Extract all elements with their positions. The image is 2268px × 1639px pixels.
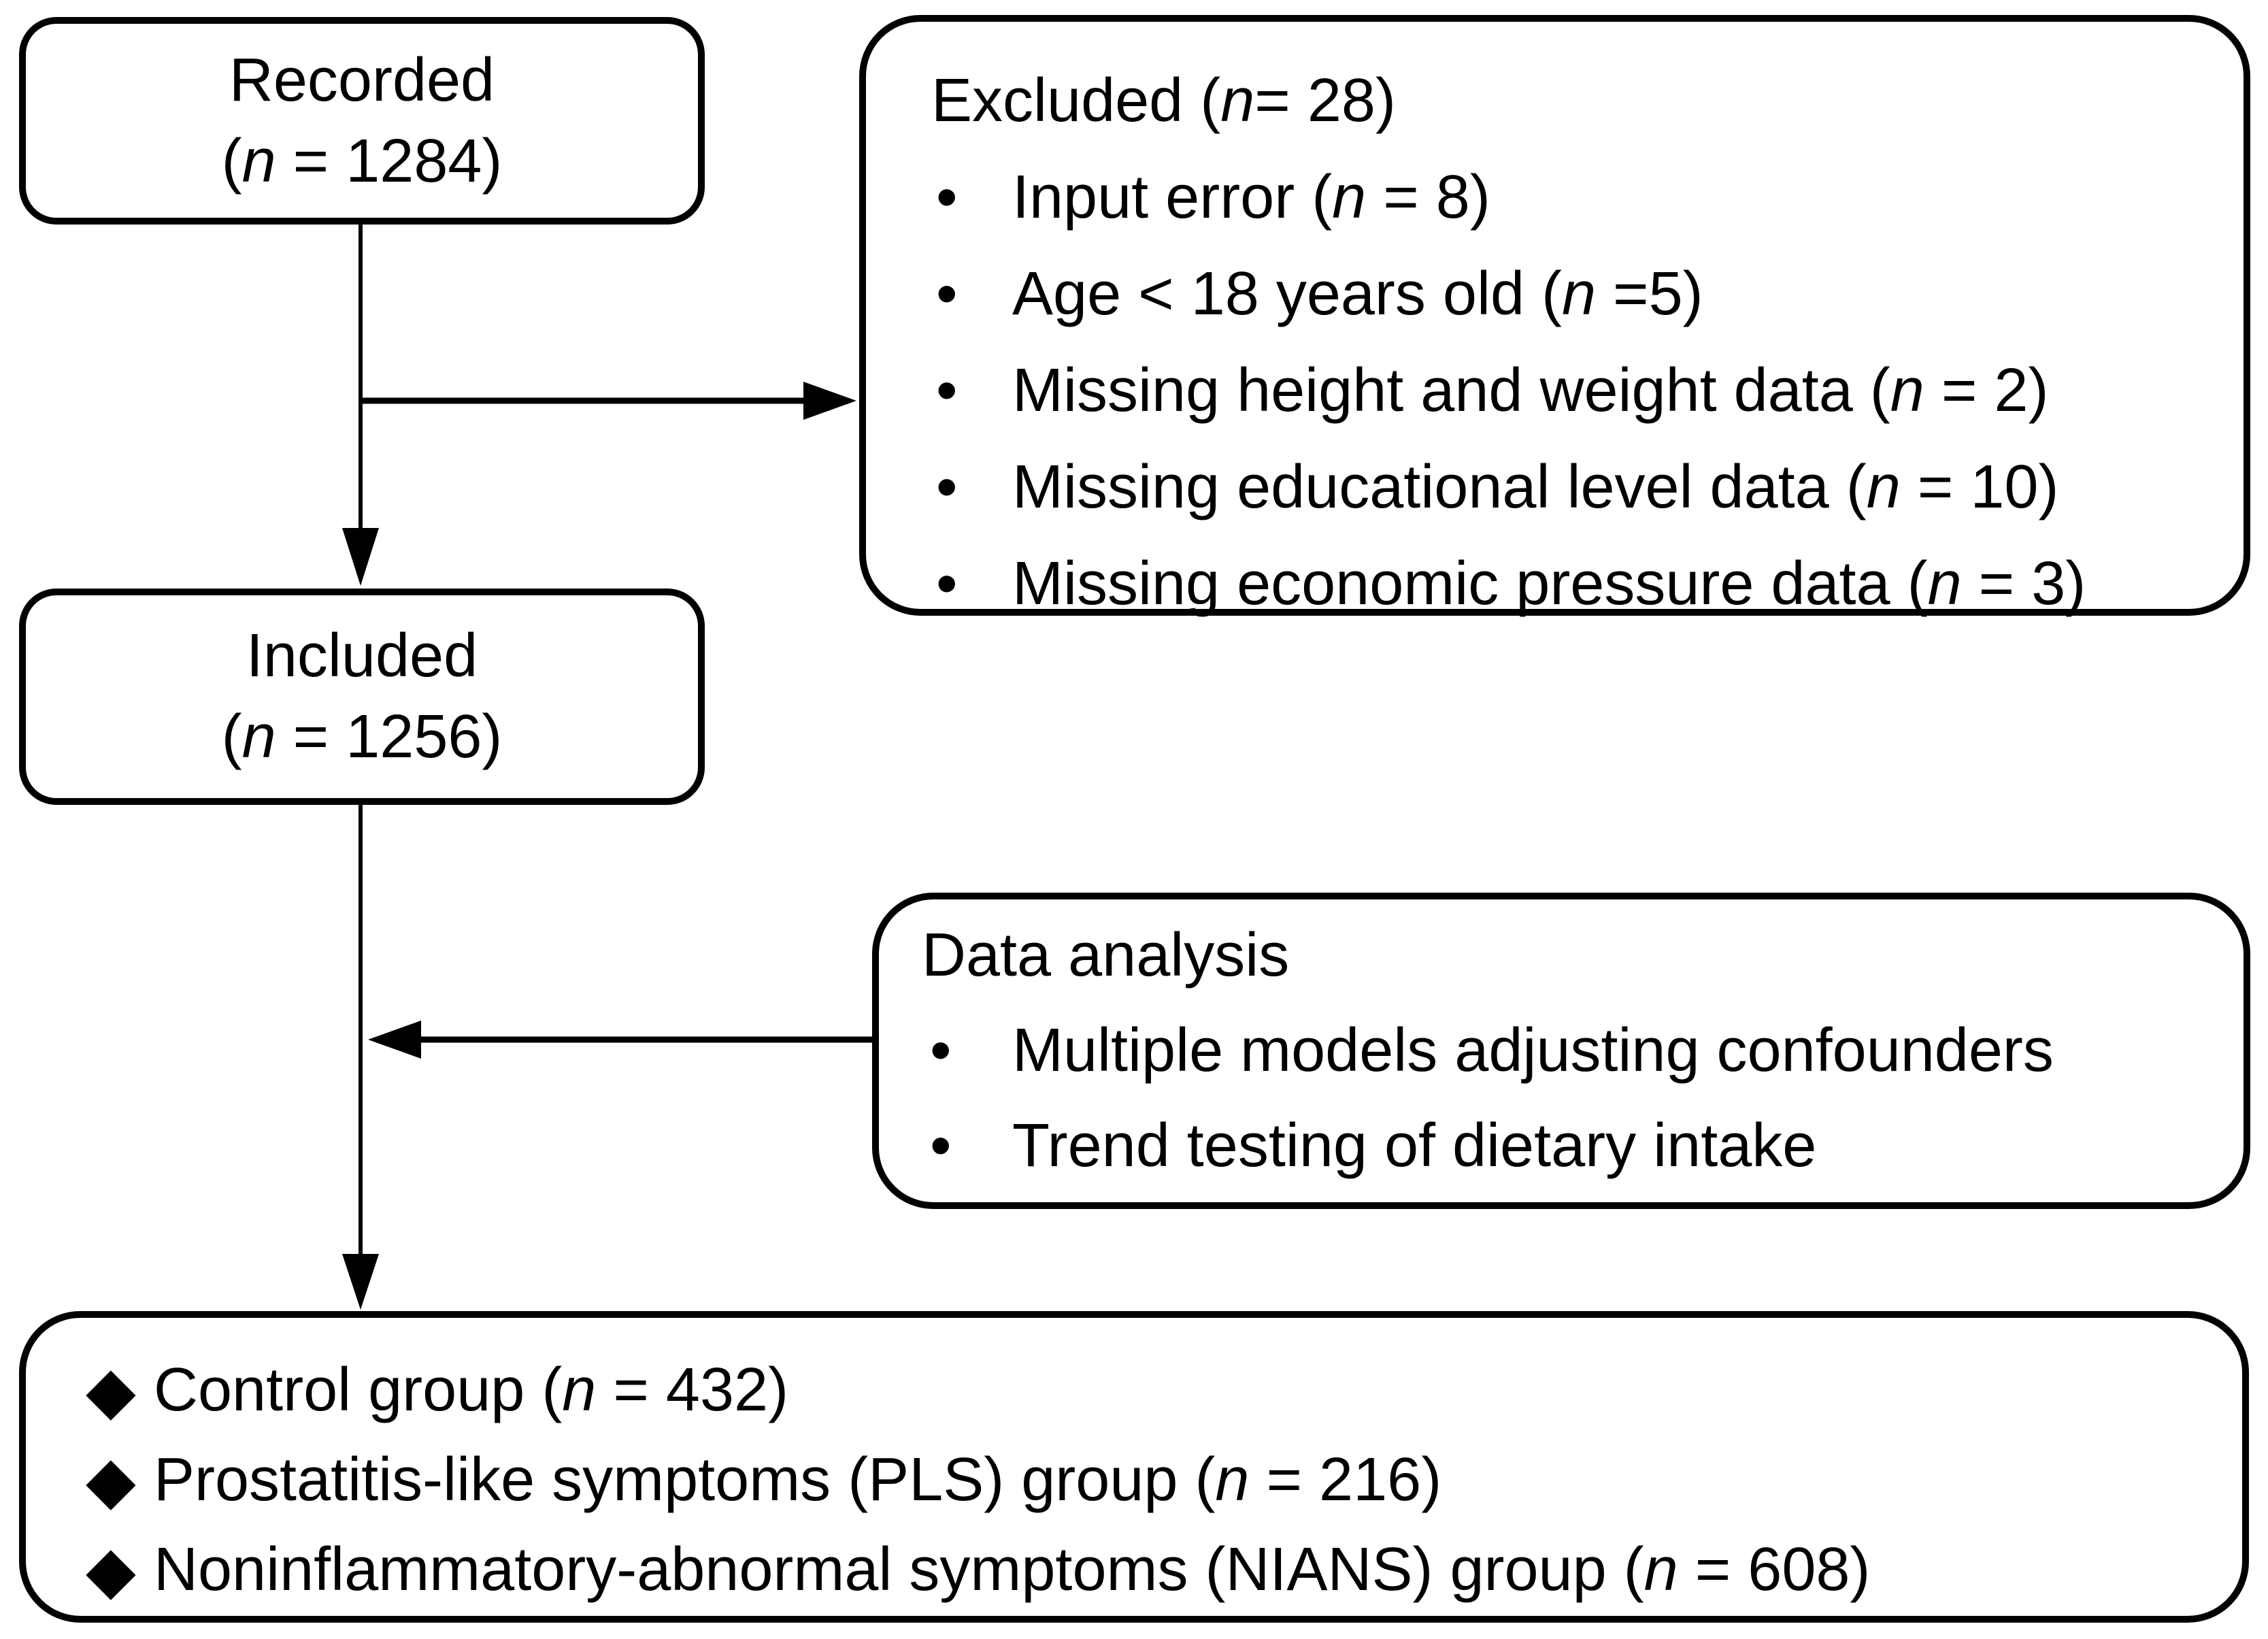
arrowhead-down-included-icon [342, 528, 379, 586]
item-pre: Missing economic pressure data ( [1012, 549, 1928, 618]
results-item-pls: ◆ Prostatitis-like symptoms (PLS) group … [26, 1435, 2242, 1525]
analysis-item-models: • Multiple models adjusting confounders [879, 1003, 2244, 1098]
results-item-label: Control group (n = 432) [154, 1355, 788, 1425]
item-post: = 608) [1678, 1535, 1871, 1604]
bullet-dot-icon: • [936, 259, 958, 328]
item-n-symbol: n [1644, 1535, 1678, 1604]
results-box: ◆ Control group (n = 432) ◆ Prostatitis-… [19, 1311, 2249, 1623]
excluded-item-educational: • Missing educational level data (n = 10… [866, 439, 2244, 535]
arrowhead-left-analysis-icon [368, 1021, 421, 1059]
bullet-dot-icon: • [936, 163, 958, 231]
bullet-dot-icon: • [936, 452, 958, 521]
diamond-bullet-icon: ◆ [86, 1534, 136, 1606]
included-title: Included [246, 622, 478, 691]
count-post: = 1284) [276, 127, 503, 195]
results-item-label: Noninflammatory-abnormal symptoms (NIANS… [154, 1535, 1870, 1605]
data-analysis-box: Data analysis • Multiple models adjustin… [872, 893, 2250, 1209]
count-post: = 1256) [276, 703, 503, 771]
included-count: (n = 1256) [222, 697, 503, 778]
item-pre: Prostatitis-like symptoms (PLS) group ( [154, 1445, 1216, 1514]
item-pre: Noninflammatory-abnormal symptoms (NIANS… [154, 1535, 1644, 1604]
item-n-symbol: n [1866, 452, 1901, 521]
item-post: =5) [1596, 259, 1703, 328]
count-pre: ( [221, 703, 242, 771]
excluded-item-economic: • Missing economic pressure data (n = 3) [866, 535, 2244, 632]
excluded-item-label: Missing educational level data (n = 10) [1012, 452, 2058, 523]
recorded-count: (n = 1284) [222, 121, 503, 202]
item-pre: Missing height and weight data ( [1012, 356, 1890, 425]
count-pre: ( [221, 127, 242, 195]
item-pre: Age < 18 years old ( [1012, 259, 1562, 328]
arrowhead-right-excluded-icon [803, 382, 856, 420]
item-n-symbol: n [1890, 356, 1924, 425]
bullet-dot-icon: • [936, 549, 958, 618]
item-pre: Missing educational level data ( [1012, 452, 1867, 521]
item-n-symbol: n [1927, 549, 1962, 618]
item-n-symbol: n [1215, 1445, 1250, 1514]
excluded-item-height-weight: • Missing height and weight data (n = 2) [866, 342, 2244, 439]
results-item-label: Prostatitis-like symptoms (PLS) group (n… [154, 1445, 1441, 1515]
excluded-item-label: Age < 18 years old (n =5) [1012, 259, 1703, 329]
count-n-symbol: n [241, 127, 276, 195]
results-item-nians: ◆ Noninflammatory-abnormal symptoms (NIA… [26, 1525, 2242, 1615]
excluded-item-age: • Age < 18 years old (n =5) [866, 246, 2244, 342]
analysis-item-trend: • Trend testing of dietary intake [879, 1098, 2244, 1193]
item-post: = 216) [1249, 1445, 1442, 1514]
excluded-item-label: Missing economic pressure data (n = 3) [1012, 549, 2086, 619]
excluded-box: Excluded (n = 28) • Input error (n = 8) … [859, 15, 2250, 618]
bullet-dot-icon: • [936, 356, 958, 425]
results-item-control: ◆ Control group (n = 432) [26, 1345, 2242, 1435]
heading-post: = 28) [1254, 66, 1396, 135]
excluded-item-label: Input error (n = 8) [1012, 163, 1490, 233]
analysis-heading: Data analysis [922, 921, 1290, 989]
recorded-box: Recorded (n = 1284) [19, 17, 705, 225]
bullet-dot-icon: • [930, 1111, 952, 1180]
included-box: Included (n = 1256) [19, 589, 705, 805]
item-n-symbol: n [1332, 163, 1367, 231]
heading-n-symbol: n [1220, 66, 1255, 135]
item-post: = 432) [596, 1355, 789, 1424]
item-pre: Control group ( [154, 1355, 563, 1424]
bullet-dot-icon: • [930, 1016, 952, 1085]
arrowhead-down-results-icon [342, 1254, 379, 1310]
diamond-bullet-icon: ◆ [86, 1444, 136, 1517]
recorded-title: Recorded [229, 46, 495, 114]
analysis-item-label: Trend testing of dietary intake [1012, 1111, 1817, 1180]
excluded-item-input-error: • Input error (n = 8) [866, 149, 2244, 246]
count-n-symbol: n [241, 703, 276, 771]
excluded-heading: Excluded (n = 28) [866, 52, 2244, 149]
item-post: = 8) [1366, 163, 1490, 231]
excluded-item-label: Missing height and weight data (n = 2) [1012, 356, 2048, 426]
item-post: = 3) [1961, 549, 2086, 618]
analysis-item-label: Multiple models adjusting confounders [1012, 1016, 2054, 1085]
item-n-symbol: n [1561, 259, 1597, 328]
item-pre: Input error ( [1012, 163, 1333, 231]
diamond-bullet-icon: ◆ [86, 1354, 136, 1427]
item-post: = 10) [1900, 452, 2059, 521]
item-post: = 2) [1924, 356, 2049, 425]
item-n-symbol: n [562, 1355, 597, 1424]
heading-pre: Excluded ( [931, 66, 1221, 135]
